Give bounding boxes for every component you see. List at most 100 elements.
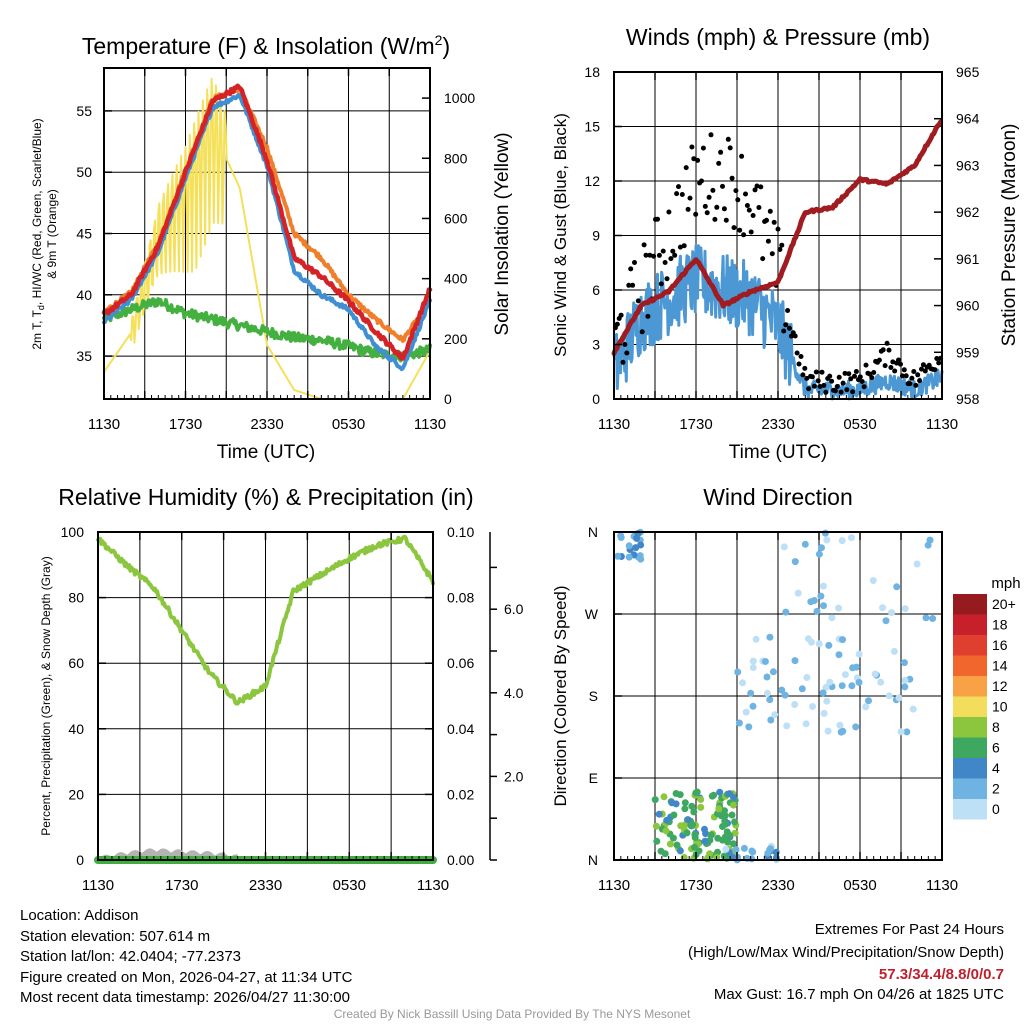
direction-point bbox=[820, 602, 827, 610]
gust-point bbox=[735, 197, 741, 203]
gust-point bbox=[676, 184, 681, 190]
snow-depth-label: 6.0 bbox=[504, 601, 524, 617]
direction-point bbox=[710, 791, 718, 799]
rh-y-label: 40 bbox=[68, 721, 84, 737]
direction-point bbox=[818, 544, 825, 552]
gust-point bbox=[655, 216, 660, 222]
gust-point bbox=[737, 227, 743, 233]
x-tick-label: 1130 bbox=[926, 416, 958, 433]
x-tick-label: 1130 bbox=[414, 416, 446, 433]
gust-point bbox=[752, 187, 758, 193]
direction-point bbox=[781, 691, 789, 699]
gust-point bbox=[744, 203, 750, 208]
direction-point bbox=[801, 540, 809, 548]
gust-point bbox=[775, 226, 781, 232]
direction-point bbox=[794, 589, 802, 597]
direction-y-label: N bbox=[588, 852, 598, 868]
x-tick-label: 0530 bbox=[332, 416, 365, 433]
gust-point bbox=[920, 362, 926, 368]
speed-legend-swatch bbox=[953, 696, 987, 717]
pressure-y-label: 965 bbox=[956, 64, 980, 80]
direction-point bbox=[748, 847, 756, 855]
gust-point bbox=[679, 192, 685, 197]
direction-point bbox=[652, 822, 660, 830]
direction-y-label: N bbox=[588, 524, 598, 540]
pressure-line bbox=[611, 119, 944, 356]
station-info: Location: Addison Station elevation: 507… bbox=[20, 906, 352, 1009]
gust-point bbox=[819, 369, 825, 375]
insolation-y-label: 1000 bbox=[444, 90, 475, 106]
speed-legend-label: 20+ bbox=[992, 596, 1016, 612]
direction-point bbox=[771, 711, 779, 719]
direction-panel-title: Wind Direction bbox=[703, 484, 853, 510]
speed-legend-label: 10 bbox=[992, 699, 1008, 715]
gust-point bbox=[674, 191, 680, 197]
speed-legend-swatch bbox=[953, 758, 987, 779]
direction-point bbox=[778, 686, 786, 694]
gust-point bbox=[765, 238, 771, 244]
gust-point bbox=[857, 374, 863, 380]
extremes-title: Extremes For Past 24 Hours bbox=[814, 921, 1004, 938]
gust-point bbox=[823, 389, 829, 395]
direction-point bbox=[731, 829, 739, 837]
direction-point bbox=[791, 701, 799, 708]
direction-point bbox=[780, 543, 788, 551]
gust-point bbox=[643, 252, 649, 258]
figure-created: Figure created on Mon, 2026-04-27, at 11… bbox=[20, 968, 353, 986]
temperature-y-axis-label-line2: & 9m T (Orange) bbox=[45, 189, 59, 279]
direction-point bbox=[855, 650, 863, 658]
gust-point bbox=[626, 282, 632, 288]
speed-legend-swatch bbox=[953, 778, 987, 799]
direction-point bbox=[838, 537, 846, 545]
direction-point bbox=[660, 793, 668, 801]
pressure-y-label: 963 bbox=[956, 157, 980, 173]
wind-y-label: 3 bbox=[592, 337, 600, 353]
insolation-y-label: 400 bbox=[444, 271, 468, 287]
insolation-y-label: 600 bbox=[444, 210, 468, 226]
extremes-subtitle: (High/Low/Max Wind/Precipitation/Snow De… bbox=[688, 944, 1004, 961]
direction-point bbox=[815, 640, 823, 648]
sonic-wind-line bbox=[612, 244, 944, 401]
speed-legend-swatch bbox=[953, 676, 987, 697]
x-tick-label: 0530 bbox=[843, 416, 876, 433]
direction-point bbox=[922, 614, 930, 622]
direction-y-label: E bbox=[589, 770, 598, 786]
pressure-y-label: 959 bbox=[956, 344, 980, 360]
rh-y-label: 80 bbox=[68, 590, 84, 606]
x-tick-label: 2330 bbox=[250, 416, 283, 433]
gust-point bbox=[783, 322, 789, 328]
recent-timestamp: Most recent data timestamp: 2026/04/27 1… bbox=[20, 989, 350, 1007]
gust-point bbox=[802, 365, 808, 371]
direction-point bbox=[888, 609, 896, 617]
direction-point bbox=[841, 671, 849, 679]
gust-point bbox=[712, 216, 718, 222]
gust-point bbox=[748, 229, 754, 235]
wind-panel: Winds (mph) & Pressure (mb) 1130 1730 2330… bbox=[551, 24, 1020, 463]
direction-point bbox=[697, 803, 705, 811]
direction-point bbox=[822, 683, 830, 691]
speed-legend-swatch bbox=[953, 594, 987, 615]
direction-point bbox=[676, 847, 684, 855]
speed-legend-label: 14 bbox=[992, 658, 1008, 674]
gust-point bbox=[723, 217, 729, 223]
snow-depth-label: 2.0 bbox=[504, 768, 524, 784]
direction-point bbox=[869, 577, 877, 584]
gust-point bbox=[660, 248, 666, 254]
direction-point bbox=[681, 799, 689, 807]
temp-y-label: 45 bbox=[76, 226, 92, 242]
gust-point bbox=[756, 205, 762, 210]
precip-y-label: 0.10 bbox=[447, 524, 474, 540]
direction-point bbox=[702, 830, 710, 838]
direction-point bbox=[820, 709, 828, 717]
direction-point bbox=[633, 534, 641, 542]
humidity-line bbox=[96, 534, 435, 706]
gust-point bbox=[670, 248, 676, 254]
gust-point bbox=[777, 247, 783, 252]
gust-point bbox=[852, 373, 857, 379]
rh-y-label: 100 bbox=[61, 524, 85, 540]
direction-point bbox=[731, 818, 739, 826]
direction-point bbox=[819, 689, 827, 697]
station-location: Location: Addison bbox=[20, 907, 139, 924]
temperature-panel: Temperature (F) & Insolation (W/m2) 1130… bbox=[30, 32, 513, 463]
